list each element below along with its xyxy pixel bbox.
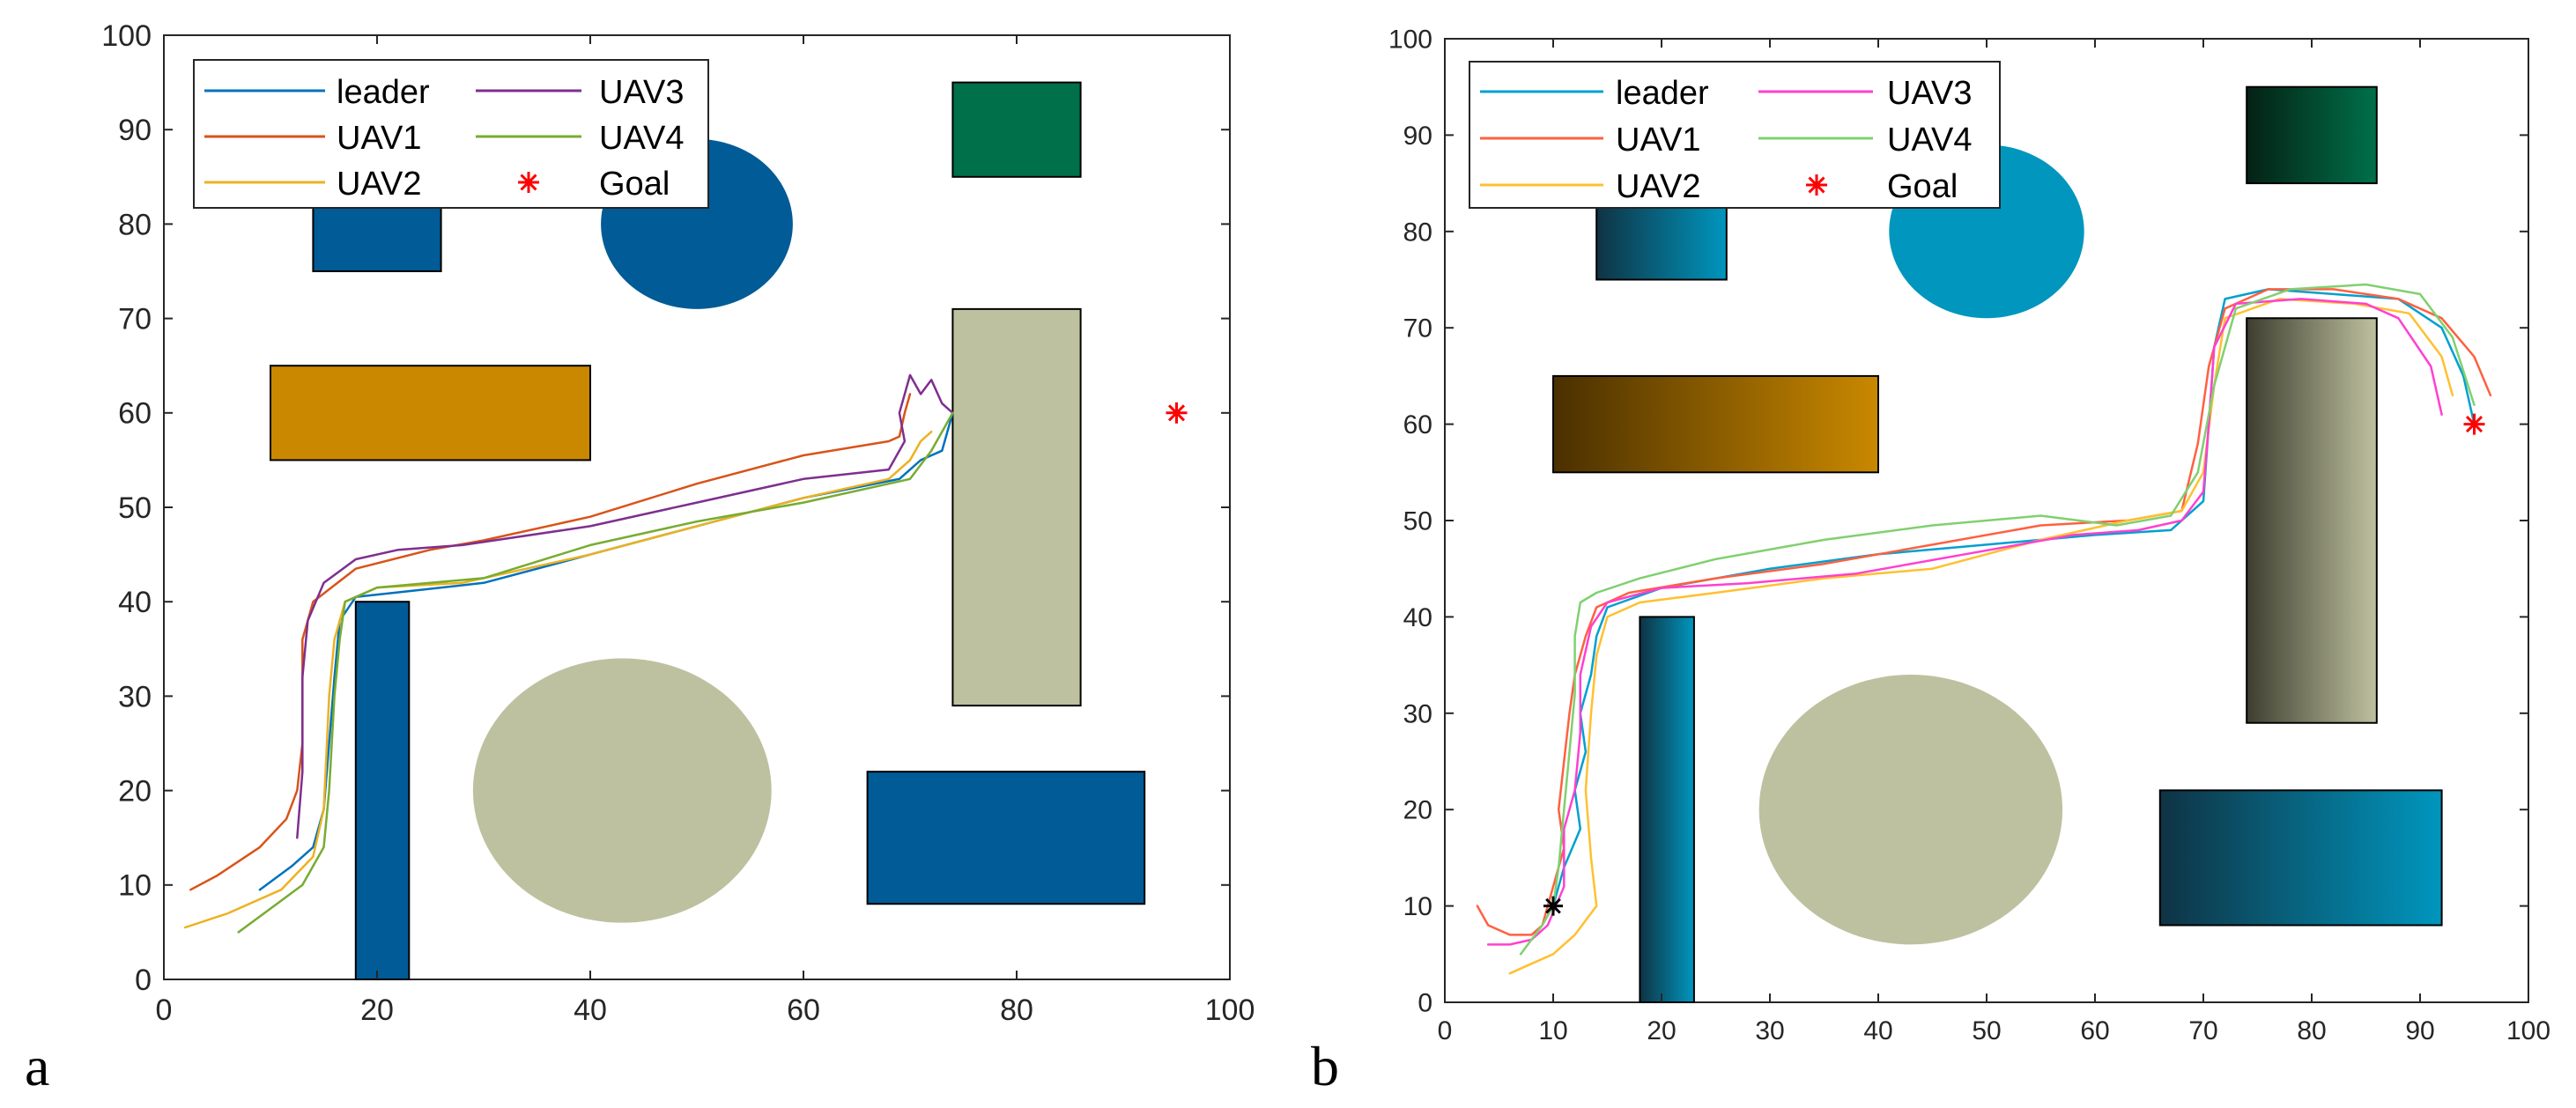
trajectory-uav2-b [1508, 298, 2454, 975]
y-tick-label-b: 60 [1403, 410, 1432, 440]
goal-marker-b [2463, 413, 2485, 435]
legend-label-uav4-b: UAV4 [1887, 122, 1972, 159]
legend-box-b [1469, 61, 2001, 209]
legend-label-uav1-a: UAV1 [337, 120, 421, 157]
legend-label-uav1-b: UAV1 [1616, 122, 1700, 159]
legend-label-leader-b: leader [1616, 75, 1709, 112]
panel-label-b: b [1311, 1035, 1339, 1097]
obstacles-a [270, 81, 1146, 980]
x-tick-label-b: 50 [1972, 1016, 2001, 1045]
obstacle-rect-b-2 [2246, 85, 2378, 185]
y-tick-label-b: 50 [1403, 507, 1432, 536]
x-tick-label-b: 100 [2506, 1016, 2550, 1045]
obstacle-rect-b-4 [2246, 317, 2378, 724]
trajectory-uav4-a [237, 411, 954, 934]
obstacle-rect-a-4 [951, 307, 1082, 707]
y-tick-label-b: 40 [1403, 603, 1432, 632]
markers-b [1543, 413, 2485, 916]
axis-ticks-b: 0 10 20 30 40 50 60 70 80 90 100 0 10 20 30 40 50 60 70 80 9… [1388, 26, 2550, 1046]
trajectory-uav3-b [1486, 298, 2443, 946]
legend-label-goal-a: Goal [599, 166, 670, 203]
y-tick-label-b: 90 [1403, 122, 1432, 151]
obstacle-rect-a-3 [270, 365, 591, 462]
y-tick-label-b: 10 [1403, 892, 1432, 921]
trajectory-uav4-b [1519, 283, 2476, 956]
x-tick-label-b: 90 [2405, 1016, 2434, 1045]
trajectory-uav3-a [296, 373, 954, 839]
y-tick-label-a: 60 [118, 397, 152, 431]
obstacle-rect-a-7 [866, 771, 1146, 905]
x-tick-label-b: 70 [2188, 1016, 2217, 1045]
chart-panel-a: 0 20 40 60 80 100 0 10 20 30 40 50 60 70 80 90 100 leade… [25, 19, 1255, 1097]
panel-label-a: a [25, 1035, 49, 1097]
y-tick-label-a: 0 [135, 964, 152, 997]
x-tick-label-b: 60 [2080, 1016, 2109, 1045]
y-tick-label-b: 70 [1403, 314, 1432, 343]
x-tick-label-b: 10 [1538, 1016, 1567, 1045]
x-tick-label-a: 80 [1000, 994, 1033, 1027]
trajectories-a [183, 373, 954, 934]
start-marker-b [1543, 896, 1563, 916]
obstacle-circle-b-6 [1758, 675, 2063, 945]
x-tick-label-a: 20 [360, 994, 394, 1027]
trajectory-uav1-a [189, 393, 912, 891]
y-tick-label-a: 50 [118, 491, 152, 525]
y-tick-label-b: 80 [1403, 218, 1432, 247]
axis-ticks-a: 0 20 40 60 80 100 0 10 20 30 40 50 60 70 80 90 100 [101, 19, 1255, 1027]
x-tick-label-b: 20 [1647, 1016, 1676, 1045]
legend-label-uav4-a: UAV4 [599, 120, 684, 157]
legend-label-uav2-a: UAV2 [337, 166, 421, 203]
y-tick-label-a: 10 [118, 869, 152, 903]
x-tick-label-a: 100 [1205, 994, 1255, 1027]
obstacle-rect-b-7 [2158, 789, 2443, 927]
x-tick-label-b: 80 [2297, 1016, 2326, 1045]
y-tick-label-a: 30 [118, 680, 152, 713]
y-tick-label-a: 90 [118, 114, 152, 147]
y-tick-label-a: 100 [101, 19, 152, 53]
goal-marker-a [1166, 402, 1188, 424]
obstacle-rect-a-2 [951, 81, 1082, 178]
legend-a: leader UAV1 UAV2 UAV3 UAV4 Goal [193, 59, 709, 209]
trajectory-leader-b [1551, 288, 2476, 907]
x-tick-label-b: 40 [1863, 1016, 1892, 1045]
legend-marker-goal-b [1806, 174, 1827, 196]
legend-label-uav3-a: UAV3 [599, 74, 684, 111]
legend-label-goal-b: Goal [1887, 168, 1958, 205]
x-tick-label-a: 40 [574, 994, 607, 1027]
y-tick-label-a: 40 [118, 586, 152, 619]
y-tick-label-b: 20 [1403, 796, 1432, 825]
y-tick-label-b: 100 [1388, 26, 1432, 55]
chart-panel-b: 0 10 20 30 40 50 60 70 80 90 100 0 10 20 30 40 50 60 70 80 9… [1311, 26, 2550, 1098]
y-tick-label-b: 0 [1418, 989, 1432, 1018]
x-tick-label-a: 0 [156, 994, 173, 1027]
obstacle-rect-b-5 [1639, 616, 1695, 1004]
obstacle-rect-b-3 [1552, 374, 1879, 474]
y-tick-label-a: 70 [118, 303, 152, 336]
y-tick-label-a: 80 [118, 208, 152, 241]
trajectories-b [1476, 283, 2492, 975]
legend-marker-goal-a [518, 172, 539, 193]
x-tick-label-b: 30 [1755, 1016, 1784, 1045]
legend-label-leader-a: leader [337, 74, 430, 111]
legend-label-uav2-b: UAV2 [1616, 168, 1700, 205]
legend-goal-icon-b [1806, 174, 1827, 196]
obstacle-circle-a-6 [472, 658, 772, 923]
obstacles-b [1552, 85, 2443, 1004]
legend-b: leader UAV1 UAV2 UAV3 UAV4 Goal [1469, 61, 2001, 209]
x-tick-label-b: 0 [1438, 1016, 1453, 1045]
markers-a [1166, 402, 1188, 424]
y-tick-label-a: 20 [118, 775, 152, 809]
legend-goal-icon-a [518, 172, 539, 193]
legend-label-uav3-b: UAV3 [1887, 75, 1972, 112]
y-tick-label-b: 30 [1403, 699, 1432, 728]
x-tick-label-a: 60 [787, 994, 820, 1027]
obstacle-rect-a-5 [354, 601, 411, 980]
